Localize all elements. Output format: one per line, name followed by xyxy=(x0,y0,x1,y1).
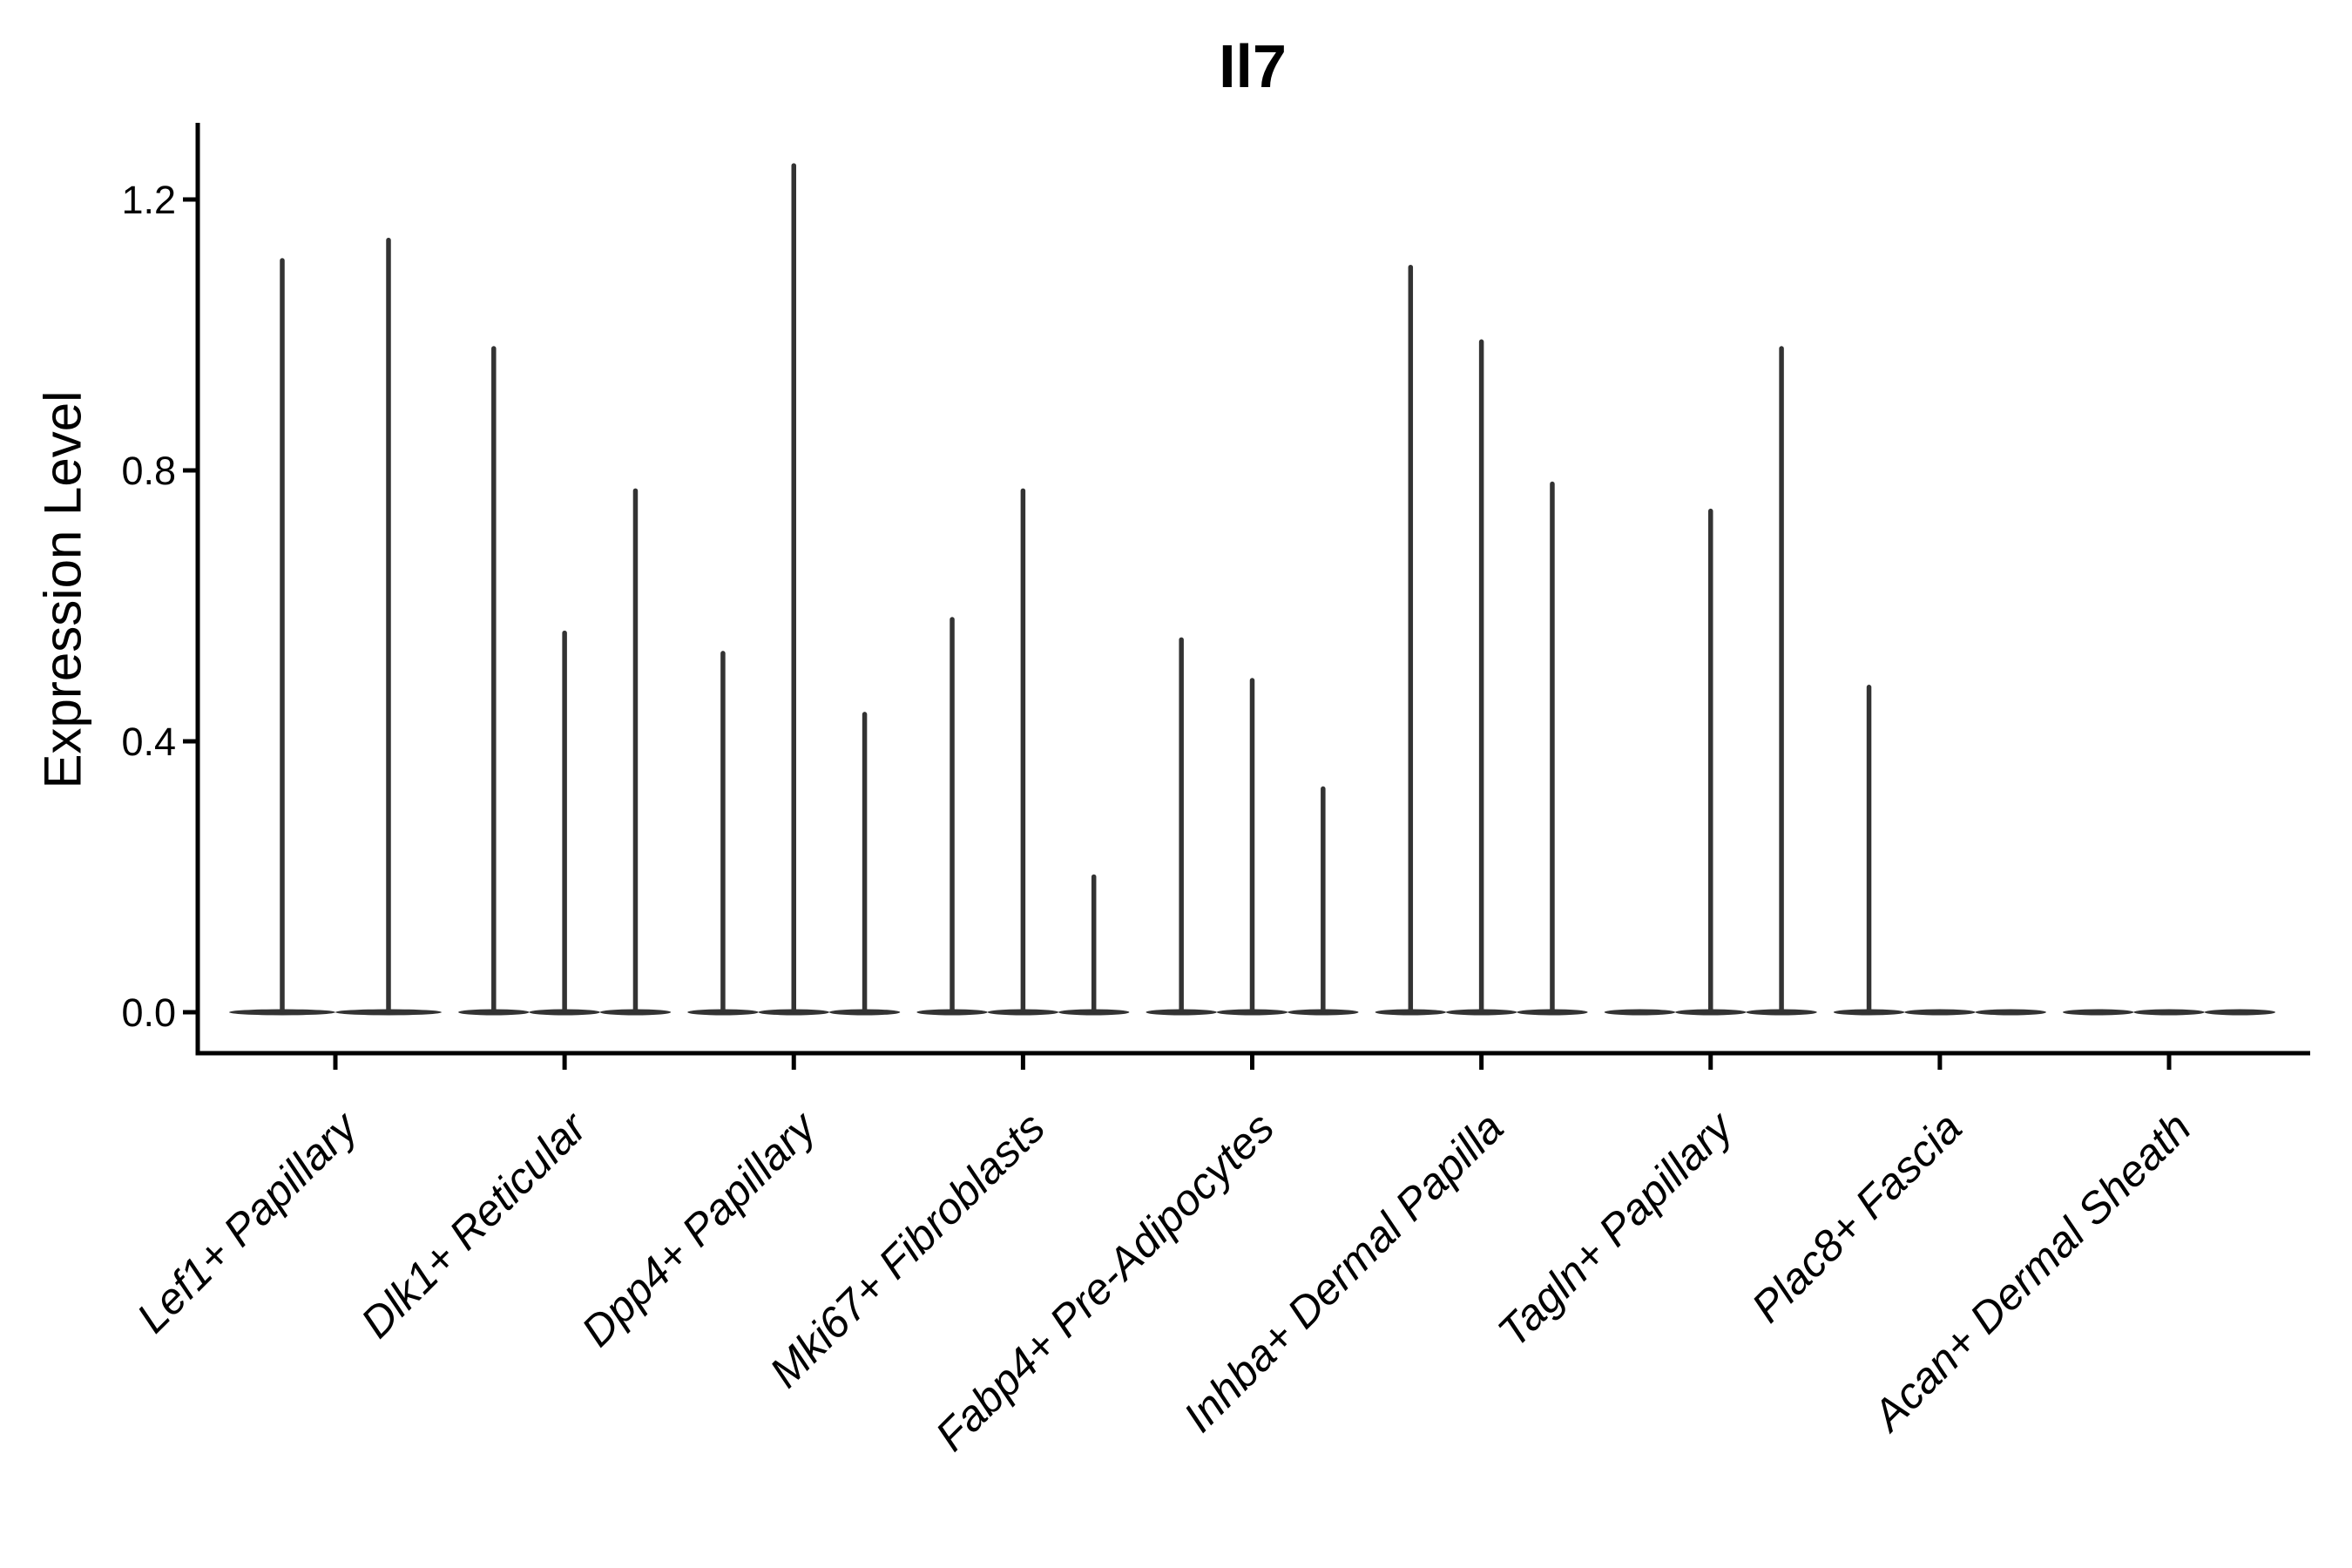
violin-base xyxy=(2204,1009,2275,1016)
chart-title: Il7 xyxy=(1219,32,1287,100)
x-tick-label: Tagln+ Papillary xyxy=(1489,1101,1744,1356)
y-tick-label: 0.4 xyxy=(121,720,176,764)
y-tick-label: 0.8 xyxy=(121,449,176,493)
violin-group xyxy=(458,346,672,1016)
violin-group xyxy=(229,237,442,1016)
violin-base xyxy=(1604,1009,1676,1016)
violin-base xyxy=(1975,1009,2046,1016)
y-tick-label: 0.0 xyxy=(121,990,176,1035)
violin-group xyxy=(2063,1009,2275,1016)
x-tick-label: Dlk1+ Reticular xyxy=(352,1102,598,1348)
violin-group xyxy=(916,488,1130,1016)
violin-group xyxy=(1375,265,1588,1016)
y-tick-label: 1.2 xyxy=(121,178,176,222)
x-tick-label: Plac8+ Fascia xyxy=(1742,1103,1971,1332)
violin-group xyxy=(1604,346,1817,1016)
violin-group xyxy=(1146,637,1359,1016)
violin-base xyxy=(2133,1009,2205,1016)
violin-base xyxy=(2063,1009,2134,1016)
x-tick-label: Dpp4+ Papillary xyxy=(572,1101,827,1355)
violin-group xyxy=(687,163,901,1016)
violin-base xyxy=(1904,1009,1976,1016)
violin-group xyxy=(1833,685,2046,1016)
x-tick-label: Lef1+ Papillary xyxy=(127,1101,368,1342)
